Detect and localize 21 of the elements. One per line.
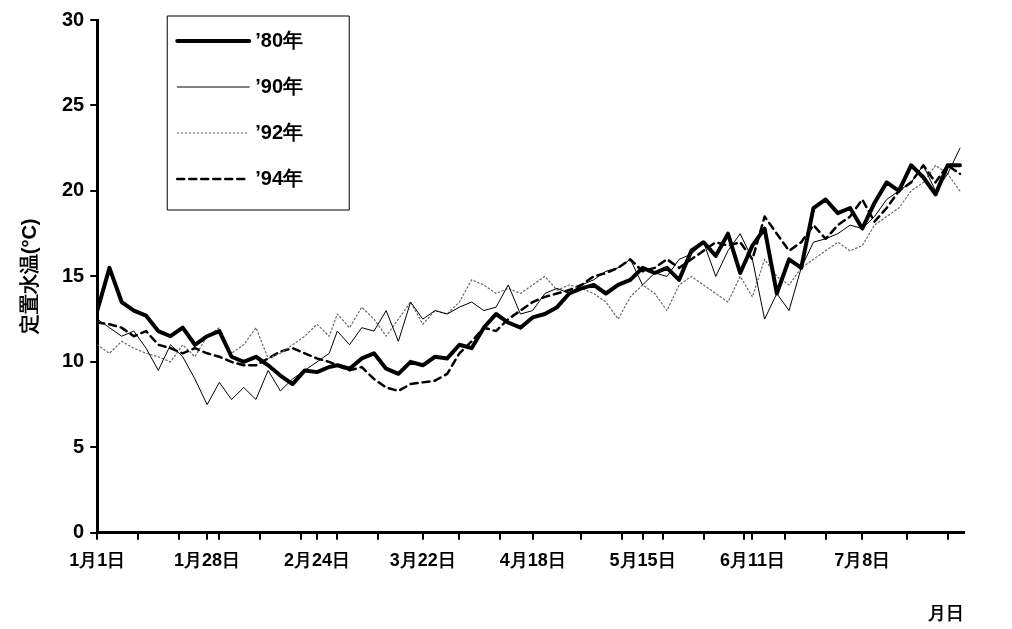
x-tick-label: 5月15日 (609, 549, 676, 570)
legend-label: ’94年 (255, 166, 304, 189)
y-tick-label: 5 (73, 434, 85, 457)
x-tick-label: 7月8日 (834, 549, 891, 570)
x-tick-label: 4月18日 (499, 549, 566, 570)
legend-label: ’90年 (255, 74, 304, 97)
y-tick-label: 25 (62, 92, 85, 115)
y-tick-label: 20 (62, 178, 85, 201)
y-tick-label: 30 (62, 7, 85, 30)
x-tick-label: 2月24日 (283, 549, 351, 570)
y-tick-label: 0 (73, 520, 85, 543)
y-tick-label: 10 (62, 349, 85, 372)
legend-label: ’92年 (255, 120, 304, 143)
x-tick-label: 6月11日 (719, 549, 785, 570)
x-axis-title: 月日 (927, 603, 964, 624)
y-tick-label: 15 (62, 263, 85, 286)
x-tick-label: 1月1日 (69, 549, 126, 570)
legend-label: ’80年 (255, 28, 304, 51)
x-tick-label: 1月28日 (174, 549, 241, 570)
x-tick-label: 3月22日 (389, 549, 456, 570)
y-axis-title: 定置水温(°C) (17, 218, 40, 336)
